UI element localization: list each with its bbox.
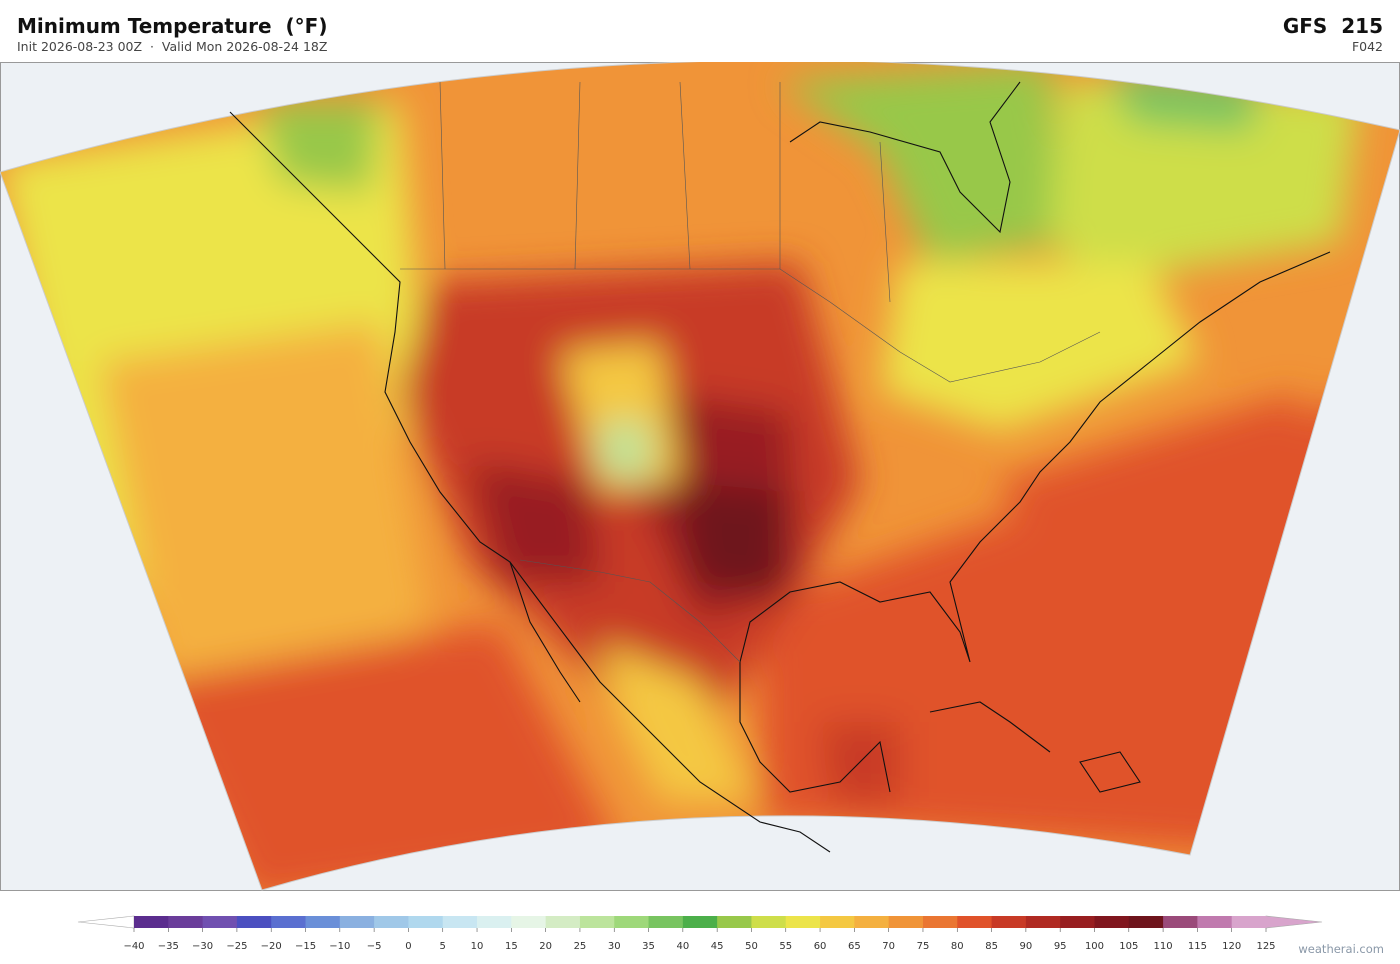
- colorbar-segment: [134, 916, 169, 928]
- colorbar-segment: [202, 916, 238, 928]
- colorbar-segment: [339, 916, 375, 928]
- colorbar-tick-label: 50: [745, 941, 758, 952]
- colorbar-segment: [888, 916, 924, 928]
- colorbar-segment: [374, 916, 409, 928]
- colorbar-tick-label: 45: [711, 941, 724, 952]
- colorbar-tick-label: 55: [779, 941, 792, 952]
- colorbar-segment: [820, 916, 855, 928]
- colorbar-segment: [1231, 916, 1267, 928]
- colorbar-tick-label: 100: [1085, 941, 1104, 952]
- colorbar-segment: [1197, 916, 1233, 928]
- colorbar-tick-label: 85: [985, 941, 998, 952]
- map-subtitle: Init 2026-08-23 00Z · Valid Mon 2026-08-…: [17, 39, 328, 54]
- colorbar-segment: [1163, 916, 1198, 928]
- colorbar-segment: [579, 916, 615, 928]
- colorbar-over: [1265, 915, 1323, 929]
- colorbar-tick-label: 80: [951, 941, 964, 952]
- colorbar-tick-label: 10: [471, 941, 484, 952]
- colorbar-tick-label: 105: [1119, 941, 1138, 952]
- colorbar-tick-label: 0: [405, 941, 411, 952]
- colorbar-segment: [271, 916, 307, 928]
- colorbar-segment: [785, 916, 821, 928]
- colorbar-tick-label: 95: [1054, 941, 1067, 952]
- colorbar-segment: [1094, 916, 1130, 928]
- colorbar-segment: [408, 916, 444, 928]
- colorbar-tick-label: 70: [882, 941, 895, 952]
- colorbar-segment: [1025, 916, 1061, 928]
- colorbar-tick-label: 125: [1256, 941, 1275, 952]
- colorbar-segment: [511, 916, 547, 928]
- colorbar-segment: [991, 916, 1027, 928]
- colorbar-segment: [1060, 916, 1095, 928]
- colorbar-segment: [442, 916, 478, 928]
- colorbar-tick-label: −40: [123, 941, 144, 952]
- credit: weatherai.com: [1298, 942, 1384, 956]
- colorbar-tick-label: −20: [261, 941, 282, 952]
- borders: [400, 81, 1101, 663]
- colorbar-segment: [854, 916, 890, 928]
- colorbar-tick-label: 90: [1020, 941, 1033, 952]
- colorbar-tick-label: 60: [814, 941, 827, 952]
- colorbar-tick-label: 25: [574, 941, 587, 952]
- colorbar-tick-label: −15: [295, 941, 316, 952]
- colorbar-segment: [477, 916, 512, 928]
- colorbar-segment: [717, 916, 752, 928]
- forecast-hour: F042: [1351, 39, 1383, 54]
- colorbar-segment: [922, 916, 958, 928]
- colorbar-tick-label: 20: [539, 941, 552, 952]
- colorbar-segment: [648, 916, 684, 928]
- colorbar-tick-label: 65: [848, 941, 861, 952]
- colorbar-under: [77, 915, 135, 929]
- colorbar-segment: [1128, 916, 1164, 928]
- colorbar-segment: [305, 916, 341, 928]
- colorbar-tick-label: 115: [1188, 941, 1207, 952]
- map-title: Minimum Temperature (°F): [17, 14, 328, 38]
- colorbar-segment: [682, 916, 718, 928]
- model-name: GFS 215: [1282, 14, 1383, 38]
- coastlines: [229, 81, 1331, 853]
- colorbar-tick-label: 120: [1222, 941, 1241, 952]
- colorbar-tick-label: 5: [440, 941, 446, 952]
- colorbar-tick-label: 15: [505, 941, 518, 952]
- colorbar-segment: [545, 916, 581, 928]
- colorbar-tick-label: 40: [676, 941, 689, 952]
- colorbar-tick-label: 35: [642, 941, 655, 952]
- colorbar-tick-label: −35: [158, 941, 179, 952]
- colorbar-segment: [236, 916, 272, 928]
- domain-outline: [0, 62, 1400, 891]
- map: [0, 62, 1400, 891]
- colorbar-tick-label: 30: [608, 941, 621, 952]
- colorbar-tick-label: 110: [1154, 941, 1173, 952]
- colorbar-tick-label: 75: [917, 941, 930, 952]
- colorbar-segment: [168, 916, 204, 928]
- colorbar-tick-label: −30: [192, 941, 213, 952]
- colorbar-tick-label: −5: [367, 941, 382, 952]
- colorbar-segment: [751, 916, 787, 928]
- colorbar-segment: [957, 916, 993, 928]
- colorbar-tick-label: −25: [226, 941, 247, 952]
- colorbar: −40 −35 −30 −25 −20 −15 −10 −5 0 5 10 15 20 25 30 35 40 4…: [77, 915, 1323, 952]
- colorbar-segment: [614, 916, 650, 928]
- colorbar-tick-label: −10: [329, 941, 350, 952]
